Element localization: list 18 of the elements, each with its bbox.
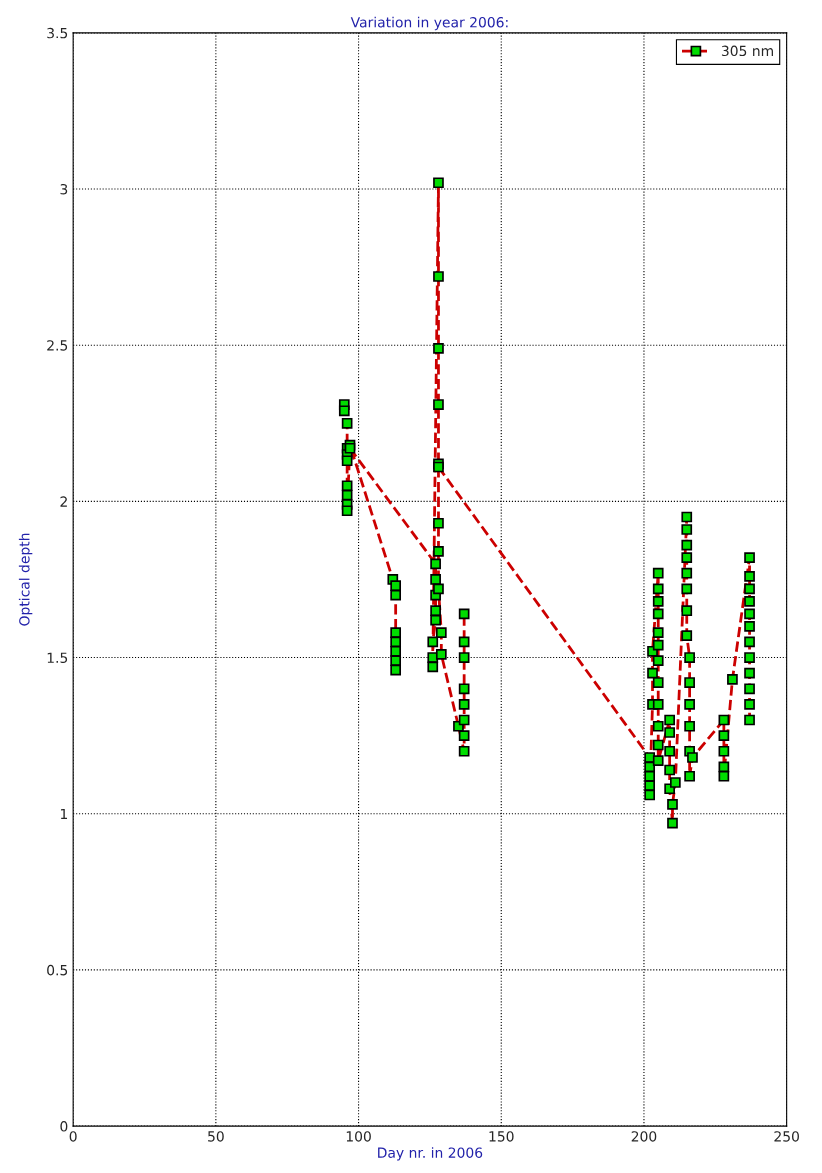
y-axis-title: Optical depth bbox=[18, 533, 33, 626]
y-tick-label: 0.5 bbox=[47, 964, 68, 976]
x-tick-label: 0 bbox=[69, 1131, 77, 1142]
y-tick-label: 2 bbox=[60, 496, 67, 507]
x-tick-label: 150 bbox=[489, 1131, 514, 1142]
y-tick-label: 1.5 bbox=[47, 652, 68, 664]
x-tick-label: 50 bbox=[208, 1131, 224, 1142]
legend-label: 305 nm bbox=[721, 45, 773, 57]
x-tick-label: 100 bbox=[346, 1131, 371, 1142]
y-tick-label: 0 bbox=[60, 1121, 68, 1132]
y-tick-label: 1 bbox=[60, 808, 68, 819]
y-tick-label: 2.5 bbox=[47, 340, 68, 351]
x-tick-label: 250 bbox=[774, 1131, 799, 1142]
y-tick-label: 3 bbox=[60, 183, 68, 195]
chart-title: Variation in year 2006: bbox=[350, 16, 508, 31]
x-tick-label: 200 bbox=[631, 1131, 657, 1142]
y-tick-label: 3.5 bbox=[47, 27, 68, 39]
x-axis-title: Day nr. in 2006 bbox=[378, 1147, 483, 1161]
